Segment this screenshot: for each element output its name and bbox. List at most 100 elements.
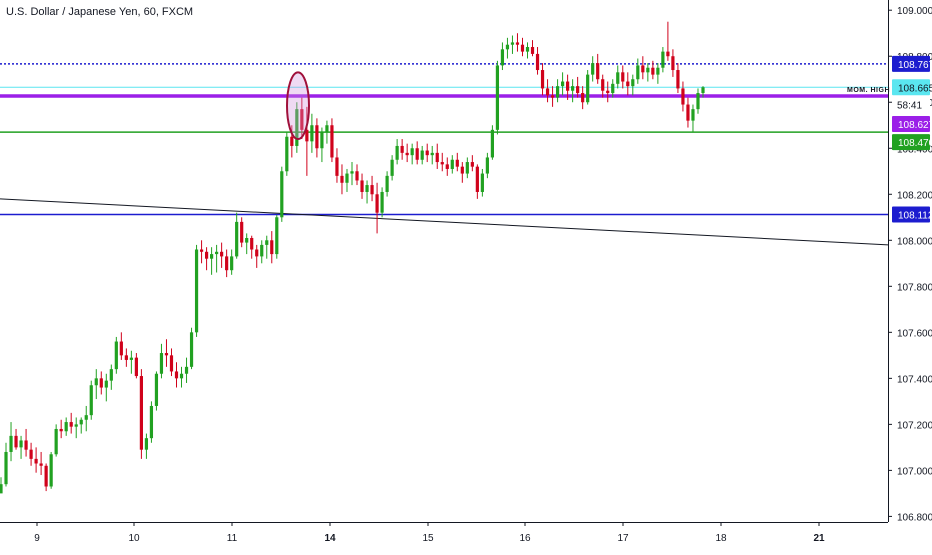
price-tag-mom-high-label: 108.627: [898, 120, 932, 131]
candle-body: [114, 341, 118, 370]
candle-body: [686, 104, 690, 121]
x-tick-label: 9: [34, 533, 40, 544]
candle-body: [230, 256, 234, 271]
y-tick-label: 107.000: [897, 466, 932, 477]
y-tick-label: 108.000: [897, 236, 932, 247]
candle-body: [104, 380, 108, 388]
candle-body: [475, 166, 479, 192]
candle-body: [390, 159, 394, 176]
candle-body: [545, 88, 550, 96]
candle-body: [510, 42, 515, 45]
candle-body: [210, 254, 214, 259]
candle-body: [305, 129, 309, 142]
candle-body: [465, 162, 469, 174]
candle-body: [611, 83, 615, 94]
y-tick-label: 106.800: [897, 512, 932, 523]
candle-body: [681, 88, 685, 105]
candle-body: [270, 240, 274, 255]
candle-body: [79, 419, 83, 425]
candle-body: [455, 159, 459, 167]
candle-body: [275, 217, 279, 255]
candle-body: [0, 484, 3, 494]
candle-body: [385, 175, 389, 192]
candle-body: [350, 171, 354, 174]
candle-body: [495, 65, 500, 130]
candle-body: [325, 125, 329, 133]
candle-body: [280, 171, 284, 218]
countdown-label: 58:41: [897, 100, 922, 111]
candle-body: [641, 65, 645, 73]
y-tick-label: 107.400: [897, 374, 932, 385]
candle-body: [380, 191, 384, 213]
candle-body: [84, 415, 88, 420]
candle-body: [14, 435, 18, 448]
candle-body: [144, 438, 149, 450]
chart-title: U.S. Dollar / Japanese Yen, 60, FXCM: [6, 6, 194, 18]
candle-body: [651, 67, 655, 75]
candle-body: [99, 378, 103, 388]
candle-body: [34, 458, 38, 464]
price-tag-current-price-label: 108.665: [898, 83, 932, 94]
candle-body: [425, 150, 429, 156]
candle-body: [310, 125, 314, 142]
candle-body: [159, 353, 164, 374]
candle-body: [240, 221, 244, 243]
candles-group: [0, 21, 705, 494]
candle-body: [340, 175, 344, 183]
candle-body: [225, 256, 229, 271]
candle-body: [596, 63, 600, 80]
candle-body: [591, 63, 595, 75]
price-tag-green-support-box: [892, 134, 930, 151]
candle-body: [535, 53, 540, 71]
mom-high-annotation: MOM. HIGH: [847, 87, 890, 94]
candle-body: [355, 171, 359, 181]
candle-body: [300, 109, 304, 130]
x-tick-label: 15: [422, 533, 434, 544]
candle-body: [59, 428, 63, 432]
candle-body: [671, 56, 675, 71]
candle-body: [129, 357, 133, 360]
candle-body: [505, 44, 510, 50]
candle-body: [89, 385, 93, 416]
y-tick-label: 107.600: [897, 328, 932, 339]
candle-body: [290, 136, 294, 146]
candle-body: [174, 371, 179, 379]
candle-body: [109, 369, 113, 381]
candle-body: [470, 162, 474, 167]
candle-body: [44, 465, 48, 487]
candle-body: [169, 355, 174, 372]
y-tick-label: 109.000: [897, 6, 932, 17]
candle-body: [375, 194, 379, 213]
candle-body: [189, 332, 194, 367]
candle-body: [265, 240, 269, 245]
candle-body: [124, 355, 128, 360]
candle-body: [134, 357, 138, 377]
candle-body: [345, 173, 349, 183]
candle-body: [616, 72, 620, 84]
candle-body: [490, 129, 494, 158]
y-tick-label: 107.800: [897, 282, 932, 293]
candle-body: [204, 251, 209, 259]
candle-body: [220, 251, 224, 257]
candle-body: [250, 237, 254, 250]
price-tag-mom-high-box: [892, 116, 930, 133]
x-tick-label: 14: [324, 533, 336, 544]
candle-body: [74, 424, 78, 427]
candle-body: [179, 373, 184, 379]
candle-body: [636, 65, 640, 80]
candle-body: [320, 132, 324, 149]
candle-body: [49, 454, 53, 487]
candle-body: [485, 157, 489, 174]
x-tick-label: 10: [128, 533, 140, 544]
candle-body: [260, 244, 264, 257]
candle-body: [139, 376, 143, 450]
candle-body: [400, 145, 404, 153]
candle-body: [520, 44, 525, 52]
candle-body: [255, 249, 259, 257]
candle-body: [315, 125, 319, 149]
candle-body: [360, 180, 364, 192]
candle-body: [365, 185, 369, 192]
